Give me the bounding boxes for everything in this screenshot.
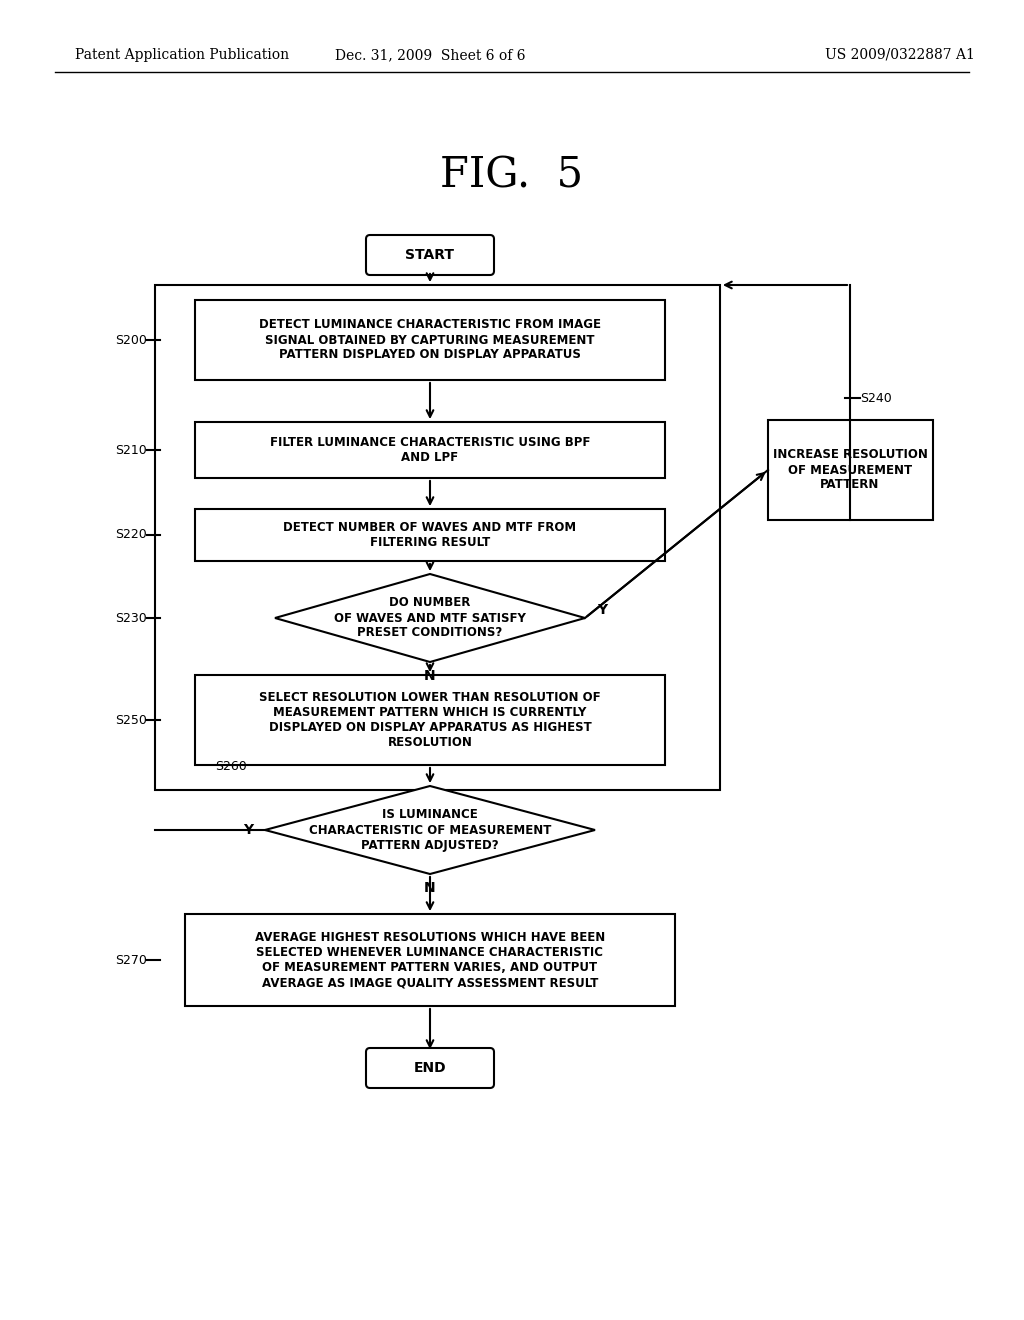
Text: Patent Application Publication: Patent Application Publication: [75, 48, 289, 62]
Text: S240: S240: [860, 392, 892, 404]
Text: S200: S200: [115, 334, 147, 346]
Text: END: END: [414, 1061, 446, 1074]
Bar: [155, 285, 720, 789]
Text: INCREASE RESOLUTION
OF MEASUREMENT
PATTERN: INCREASE RESOLUTION OF MEASUREMENT PATTE…: [772, 449, 928, 491]
Text: N: N: [424, 880, 436, 895]
FancyBboxPatch shape: [366, 1048, 494, 1088]
Bar: [195, 675, 665, 766]
Text: AVERAGE HIGHEST RESOLUTIONS WHICH HAVE BEEN
SELECTED WHENEVER LUMINANCE CHARACTE: AVERAGE HIGHEST RESOLUTIONS WHICH HAVE B…: [255, 931, 605, 989]
Text: Dec. 31, 2009  Sheet 6 of 6: Dec. 31, 2009 Sheet 6 of 6: [335, 48, 525, 62]
Text: Y: Y: [243, 822, 253, 837]
Bar: [195, 510, 665, 561]
Text: SELECT RESOLUTION LOWER THAN RESOLUTION OF
MEASUREMENT PATTERN WHICH IS CURRENTL: SELECT RESOLUTION LOWER THAN RESOLUTION …: [259, 690, 601, 748]
Polygon shape: [275, 574, 585, 663]
Text: DETECT LUMINANCE CHARACTERISTIC FROM IMAGE
SIGNAL OBTAINED BY CAPTURING MEASUREM: DETECT LUMINANCE CHARACTERISTIC FROM IMA…: [259, 318, 601, 362]
Polygon shape: [265, 785, 595, 874]
Text: DO NUMBER
OF WAVES AND MTF SATISFY
PRESET CONDITIONS?: DO NUMBER OF WAVES AND MTF SATISFY PRESE…: [334, 597, 526, 639]
FancyBboxPatch shape: [366, 235, 494, 275]
Text: Y: Y: [597, 603, 607, 616]
Text: START: START: [406, 248, 455, 261]
Bar: [195, 300, 665, 380]
Text: S260: S260: [215, 759, 247, 772]
Text: FILTER LUMINANCE CHARACTERISTIC USING BPF
AND LPF: FILTER LUMINANCE CHARACTERISTIC USING BP…: [269, 436, 590, 465]
Text: N: N: [424, 669, 436, 682]
Text: S270: S270: [115, 953, 147, 966]
Bar: [195, 422, 665, 478]
Bar: [768, 420, 933, 520]
Text: FIG.  5: FIG. 5: [440, 154, 584, 195]
Bar: [185, 913, 675, 1006]
Text: DETECT NUMBER OF WAVES AND MTF FROM
FILTERING RESULT: DETECT NUMBER OF WAVES AND MTF FROM FILT…: [284, 521, 577, 549]
Text: US 2009/0322887 A1: US 2009/0322887 A1: [825, 48, 975, 62]
Text: S250: S250: [115, 714, 147, 726]
Text: S220: S220: [116, 528, 147, 541]
Text: S210: S210: [116, 444, 147, 457]
Text: S230: S230: [116, 611, 147, 624]
Text: IS LUMINANCE
CHARACTERISTIC OF MEASUREMENT
PATTERN ADJUSTED?: IS LUMINANCE CHARACTERISTIC OF MEASUREME…: [309, 808, 551, 851]
